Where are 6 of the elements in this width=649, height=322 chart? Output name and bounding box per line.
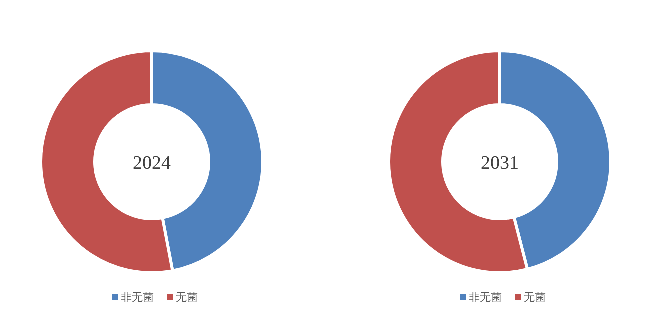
legend-label: 非无菌 <box>469 291 502 304</box>
legend-label: 无菌 <box>524 291 546 304</box>
text: 2031 <box>481 153 519 174</box>
legend-label: 非无菌 <box>121 291 154 304</box>
legend-label: 无菌 <box>176 291 198 304</box>
text: 2024 <box>133 153 172 174</box>
